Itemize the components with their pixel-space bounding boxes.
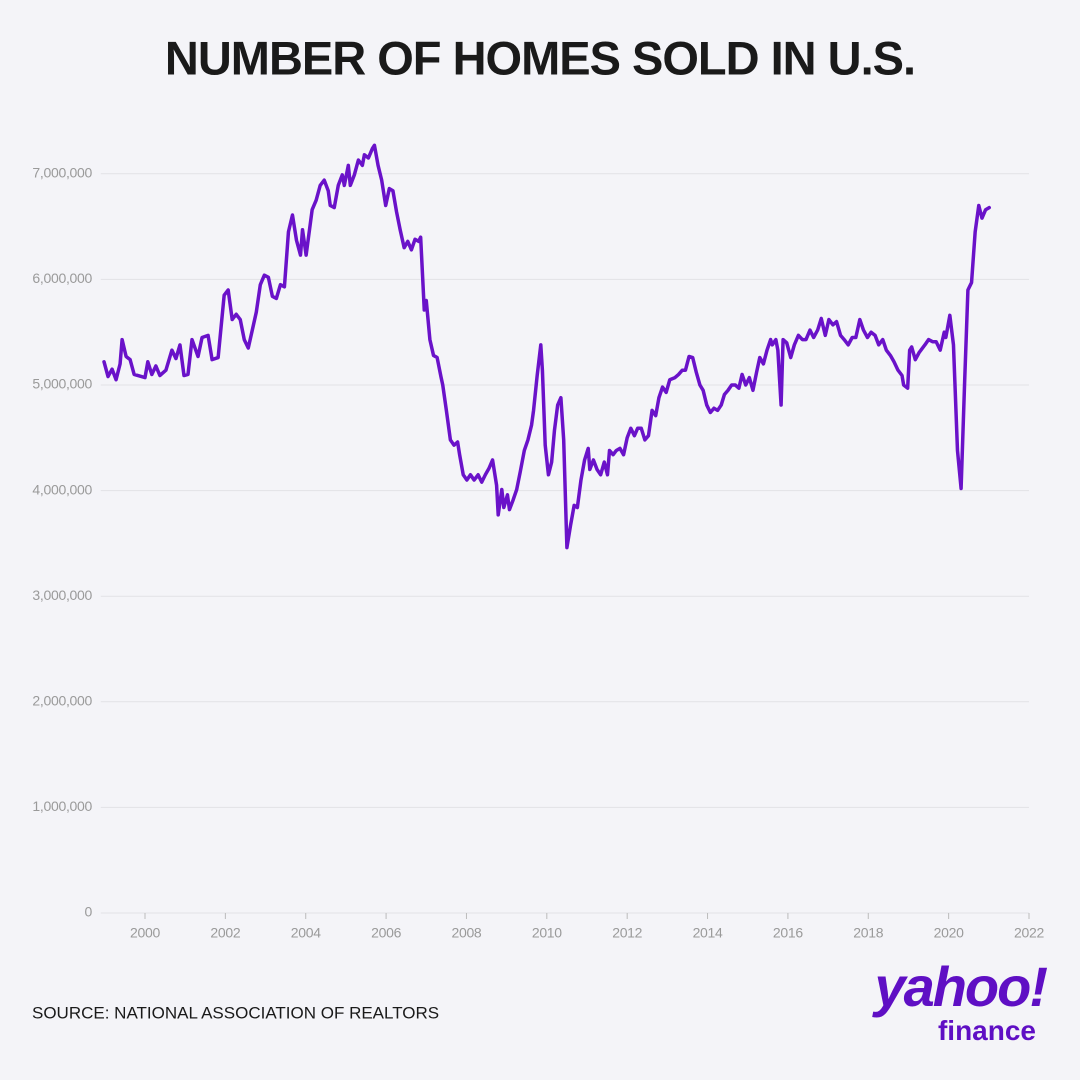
y-tick-label: 5,000,000 xyxy=(32,376,92,392)
x-tick-label: 2020 xyxy=(934,925,964,941)
data-line xyxy=(102,143,991,550)
logo-brand: yahoo! xyxy=(871,955,1047,1018)
x-tick-label: 2010 xyxy=(532,925,562,941)
y-tick-label: 4,000,000 xyxy=(32,481,92,497)
x-tick-label: 2002 xyxy=(210,925,240,941)
y-tick-label: 0 xyxy=(85,904,93,920)
y-tick-label: 6,000,000 xyxy=(32,270,92,286)
x-tick-label: 2018 xyxy=(853,925,883,941)
x-tick-label: 2014 xyxy=(693,925,723,941)
logo-product: finance xyxy=(938,1015,1036,1046)
chart-title: NUMBER OF HOMES SOLD IN U.S. xyxy=(165,31,915,84)
y-tick-label: 7,000,000 xyxy=(32,165,92,181)
y-tick-label: 2,000,000 xyxy=(32,693,92,709)
y-tick-label: 3,000,000 xyxy=(32,587,92,603)
x-tick-label: 2004 xyxy=(291,925,321,941)
x-tick-label: 2022 xyxy=(1014,925,1044,941)
x-tick-label: 2006 xyxy=(371,925,401,941)
x-tick-label: 2008 xyxy=(451,925,481,941)
x-tick-label: 2012 xyxy=(612,925,642,941)
source-note: SOURCE: NATIONAL ASSOCIATION OF REALTORS xyxy=(32,1003,439,1022)
x-tick-label: 2016 xyxy=(773,925,803,941)
x-tick-label: 2000 xyxy=(130,925,160,941)
y-tick-label: 1,000,000 xyxy=(32,798,92,814)
